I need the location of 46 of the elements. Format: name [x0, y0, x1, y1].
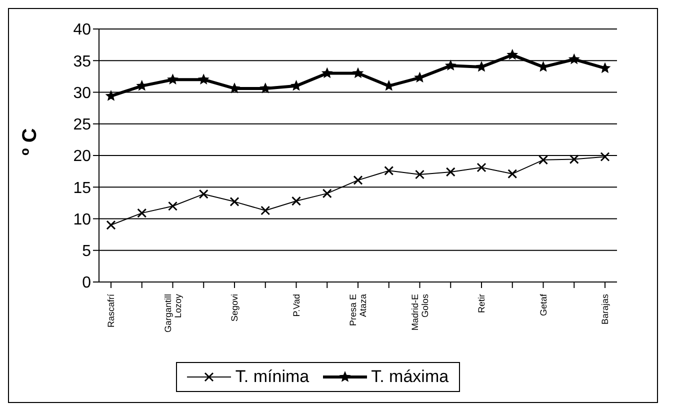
point	[198, 189, 208, 199]
legend-label: T. mínima	[235, 367, 310, 387]
x-tick-label: Madrid-E Golos	[410, 294, 430, 331]
point	[444, 60, 456, 71]
y-axis-title: º C	[19, 128, 42, 156]
point	[353, 175, 363, 185]
y-tick-label: 35	[73, 53, 92, 70]
y-tick-label: 10	[73, 211, 92, 228]
point	[198, 74, 210, 84]
point	[321, 67, 333, 78]
point	[292, 196, 301, 206]
point	[569, 154, 579, 164]
point	[415, 170, 424, 180]
point	[352, 67, 364, 78]
y-tick-label: 30	[73, 84, 92, 102]
y-tick-label: 40	[73, 22, 92, 39]
legend-label: T. máxima	[371, 367, 449, 387]
x-tick-label: Gargantill Lozoy	[162, 294, 183, 333]
y-tick-label: 15	[73, 180, 92, 197]
point	[260, 82, 272, 94]
x-tick-label: Presa E Ataza	[348, 294, 368, 326]
point	[600, 152, 610, 162]
y-tick-label: 20	[73, 148, 92, 166]
point	[230, 196, 240, 206]
point	[167, 74, 178, 84]
point	[446, 167, 456, 177]
point	[538, 155, 548, 165]
point	[508, 169, 518, 179]
point	[384, 166, 394, 176]
point	[168, 201, 178, 211]
y-tick-label: 0	[82, 274, 92, 292]
point	[322, 188, 332, 198]
x-tick-label: Segovi	[230, 294, 240, 322]
y-tick-label: 5	[82, 243, 92, 260]
point	[260, 206, 270, 216]
x-tick-label: Retir	[476, 294, 486, 314]
point	[106, 220, 116, 230]
y-tick-label: 25	[73, 116, 92, 134]
x-tick-label: Getaf	[538, 294, 548, 316]
point	[568, 53, 580, 64]
point	[506, 48, 518, 60]
x-tick-label: Barajas	[600, 294, 610, 325]
point	[137, 208, 147, 218]
point	[476, 162, 486, 172]
x-tick-label: P.Vad	[291, 294, 302, 317]
x-tick-label: Rascafrí	[106, 294, 116, 328]
